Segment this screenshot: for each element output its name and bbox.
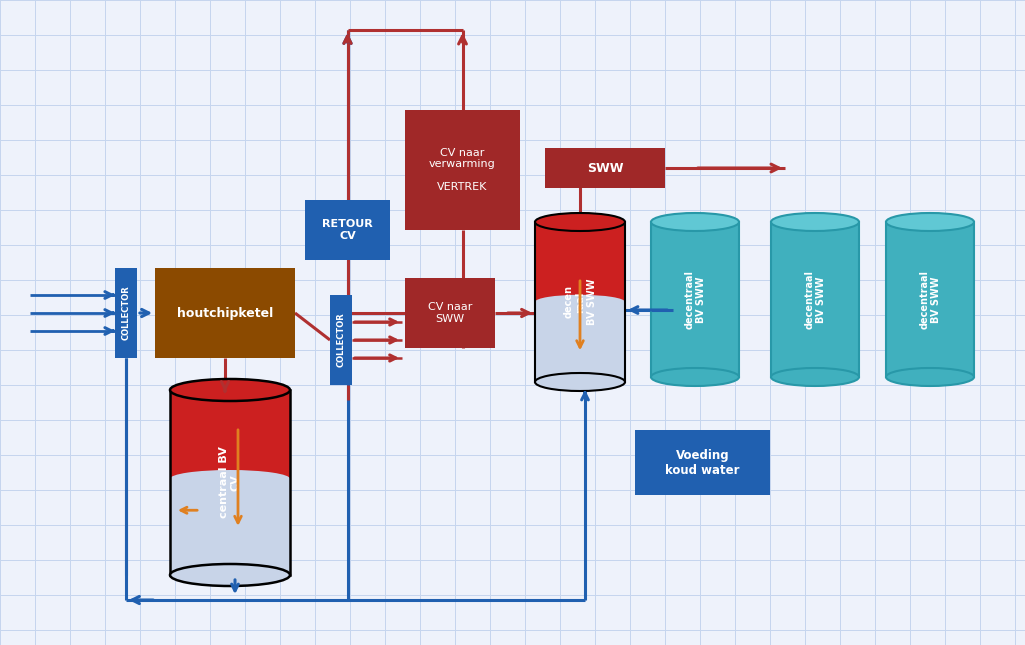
Text: decen
raal
BV SWW: decen raal BV SWW xyxy=(564,279,597,325)
Bar xyxy=(405,110,520,230)
Bar xyxy=(330,295,352,385)
Bar xyxy=(405,278,495,348)
Bar xyxy=(170,390,290,479)
Ellipse shape xyxy=(535,213,625,231)
Bar xyxy=(886,222,974,377)
Bar xyxy=(651,222,739,377)
Text: COLLECTOR: COLLECTOR xyxy=(336,313,345,368)
Bar xyxy=(535,222,625,302)
Ellipse shape xyxy=(771,213,859,231)
Bar xyxy=(771,222,859,377)
Ellipse shape xyxy=(771,368,859,386)
Bar xyxy=(886,222,974,377)
Text: CV naar
verwarming

VERTREK: CV naar verwarming VERTREK xyxy=(429,148,496,192)
Text: CV naar
SWW: CV naar SWW xyxy=(427,303,473,324)
Ellipse shape xyxy=(886,213,974,231)
Ellipse shape xyxy=(170,470,290,488)
Bar xyxy=(535,302,625,382)
Bar xyxy=(545,148,665,188)
Text: centraal BV
CV: centraal BV CV xyxy=(219,446,241,519)
Bar xyxy=(170,479,290,575)
Text: decentraal
BV SWW: decentraal BV SWW xyxy=(919,270,941,329)
Bar xyxy=(771,222,859,377)
Text: decentraal
BV SWW: decentraal BV SWW xyxy=(805,270,826,329)
Bar xyxy=(305,200,390,260)
Bar xyxy=(651,222,739,377)
Bar xyxy=(115,268,137,358)
Ellipse shape xyxy=(535,373,625,391)
Text: COLLECTOR: COLLECTOR xyxy=(122,286,130,341)
Ellipse shape xyxy=(651,368,739,386)
Ellipse shape xyxy=(651,213,739,231)
Bar xyxy=(535,222,625,382)
Ellipse shape xyxy=(170,379,290,401)
Text: Voeding
koud water: Voeding koud water xyxy=(665,448,740,477)
Bar xyxy=(636,430,770,495)
Text: RETOUR
CV: RETOUR CV xyxy=(322,219,373,241)
Text: houtchipketel: houtchipketel xyxy=(177,306,273,319)
Text: SWW: SWW xyxy=(586,161,623,175)
Ellipse shape xyxy=(535,295,625,309)
Bar xyxy=(155,268,295,358)
Ellipse shape xyxy=(886,368,974,386)
Bar xyxy=(170,390,290,575)
Text: decentraal
BV SWW: decentraal BV SWW xyxy=(685,270,706,329)
Ellipse shape xyxy=(170,564,290,586)
